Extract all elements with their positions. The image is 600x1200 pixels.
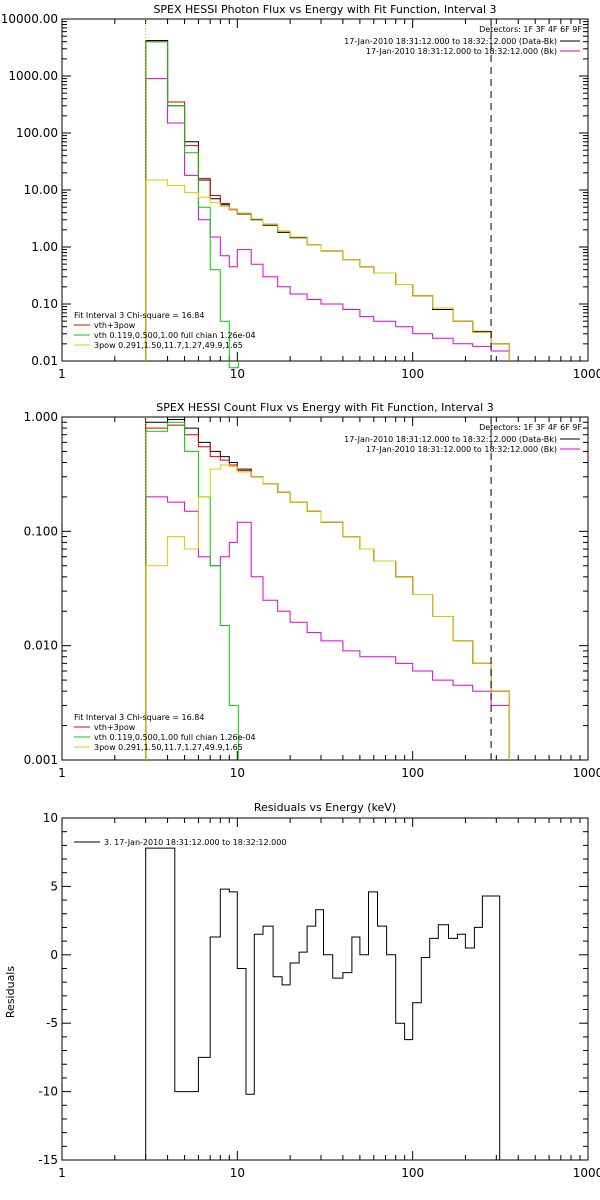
residuals-ytick-label: -5 <box>46 1016 58 1030</box>
photon-flux-ytick-label: 1.00 <box>31 240 58 254</box>
count-flux-xtick-label: 100 <box>401 766 424 780</box>
photon-flux-detectors-label: Detectors: 1F 3F 4F 6F 9F <box>479 25 582 34</box>
photon-flux-fit-entry-vth: vth 0.119,0.500,1.00 full chian 1.26e-04 <box>94 331 256 340</box>
photon-flux-ytick-label: 10000.00 <box>1 12 58 26</box>
count-flux-legend-entry-data: 17-Jan-2010 18:31:12.000 to 18:32:12.000… <box>344 435 557 444</box>
photon-flux-legend-top: Detectors: 1F 3F 4F 6F 9F 17-Jan-2010 18… <box>344 25 582 56</box>
residuals-xtick-label: 1 <box>58 1166 66 1180</box>
count-flux-ytick-label: 0.010 <box>24 639 58 653</box>
count-flux-xtick-label: 10 <box>230 766 245 780</box>
residuals-xtick-label: 10 <box>230 1166 245 1180</box>
count-flux-xtick-label: 1 <box>58 766 66 780</box>
photon-flux-title: SPEX HESSI Photon Flux vs Energy with Fi… <box>153 3 496 16</box>
residuals-ytick-label: 0 <box>50 948 58 962</box>
count-flux-ytick-label: 0.001 <box>24 753 58 767</box>
count-flux-series-vth <box>145 421 239 760</box>
residuals-legend-entry: 3. 17-Jan-2010 18:31:12.000 to 18:32:12.… <box>104 838 286 847</box>
photon-flux-series-pow <box>145 179 510 361</box>
residuals-ytick-label: 5 <box>50 879 58 893</box>
photon-flux-xtick-label: 1 <box>58 367 66 381</box>
count-flux-panel: SPEX HESSI Count Flux vs Energy with Fit… <box>24 401 600 780</box>
count-flux-detectors-label: Detectors: 1F 3F 4F 6F 9F <box>479 423 582 432</box>
photon-flux-legend-entry-bk: 17-Jan-2010 18:31:12.000 to 18:32:12.000… <box>366 47 557 56</box>
count-flux-legend-entry-bk: 17-Jan-2010 18:31:12.000 to 18:32:12.000… <box>366 445 557 454</box>
photon-flux-legend-bottom: Fit Interval 3 Chi-square = 16.84 vth+3p… <box>74 311 256 350</box>
photon-flux-panel: SPEX HESSI Photon Flux vs Energy with Fi… <box>1 3 600 381</box>
photon-flux-ytick-label: 10.00 <box>24 183 58 197</box>
photon-flux-ytick-label: 1000.00 <box>8 69 58 83</box>
photon-flux-ytick-label: 100.00 <box>16 126 58 140</box>
count-flux-legend-top: Detectors: 1F 3F 4F 6F 9F 17-Jan-2010 18… <box>344 423 582 454</box>
count-flux-frame <box>61 416 589 761</box>
count-flux-series-data <box>145 419 510 760</box>
count-flux-series-bk <box>145 496 510 760</box>
photon-flux-ytick-label: 0.10 <box>31 297 58 311</box>
count-flux-fit-entry-pow: 3pow 0.291,1.50,11.7,1.27,49.9,1.65 <box>94 743 243 752</box>
count-flux-ytick-label: 0.100 <box>24 524 58 538</box>
residuals-title: Residuals vs Energy (keV) <box>254 801 396 814</box>
photon-flux-fit-entry-total: vth+3pow <box>94 321 136 330</box>
photon-flux-xtick-label: 1000 <box>573 367 600 381</box>
count-flux-fit-entry-total: vth+3pow <box>94 723 136 732</box>
residuals-xtick-label: 100 <box>401 1166 424 1180</box>
residuals-ytick-label: -15 <box>38 1153 58 1167</box>
residuals-ytick-label: 10 <box>43 811 58 825</box>
photon-flux-series-data <box>145 40 510 361</box>
residuals-ytick-label: -10 <box>38 1085 58 1099</box>
photon-flux-series-vth <box>145 41 239 369</box>
photon-flux-frame <box>61 18 589 362</box>
count-flux-fit-header: Fit Interval 3 Chi-square = 16.84 <box>74 713 204 722</box>
residuals-legend: 3. 17-Jan-2010 18:31:12.000 to 18:32:12.… <box>74 838 286 847</box>
count-flux-xtick-label: 1000 <box>573 766 600 780</box>
count-flux-legend-bottom: Fit Interval 3 Chi-square = 16.84 vth+3p… <box>74 713 256 752</box>
photon-flux-xtick-label: 10 <box>230 367 245 381</box>
count-flux-ytick-label: 1.000 <box>24 410 58 424</box>
photon-flux-ytick-label: 0.01 <box>31 354 58 368</box>
residuals-frame <box>61 817 589 1161</box>
residuals-panel: Residuals vs Energy (keV) Residuals 1 10 1… <box>4 801 600 1180</box>
photon-flux-fit-header: Fit Interval 3 Chi-square = 16.84 <box>74 311 204 320</box>
count-flux-series-fit_total <box>145 424 510 760</box>
photon-flux-series-bk <box>145 78 510 361</box>
photon-flux-legend-entry-data: 17-Jan-2010 18:31:12.000 to 18:32:12.000… <box>344 37 557 46</box>
count-flux-series-pow <box>145 464 510 760</box>
photon-flux-fit-entry-pow: 3pow 0.291,1.50,11.7,1.27,49.9,1.65 <box>94 341 243 350</box>
photon-flux-xtick-label: 100 <box>401 367 424 381</box>
residuals-series-data <box>145 847 501 1160</box>
count-flux-fit-entry-vth: vth 0.119,0.500,1.00 full chian 1.26e-04 <box>94 733 256 742</box>
residuals-ylabel: Residuals <box>4 966 17 1018</box>
residuals-xtick-label: 1000 <box>573 1166 600 1180</box>
count-flux-title: SPEX HESSI Count Flux vs Energy with Fit… <box>156 401 493 414</box>
